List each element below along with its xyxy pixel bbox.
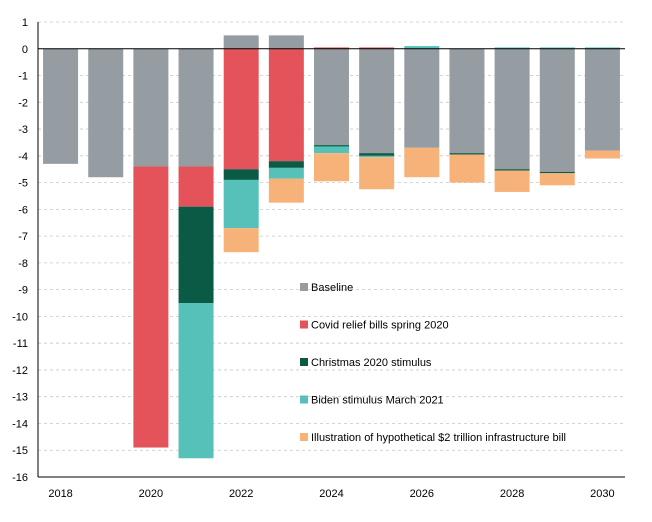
bar [314, 153, 349, 182]
x-tick-label: 2018 [48, 488, 72, 500]
y-tick-label: -11 [13, 338, 28, 350]
bar [494, 47, 530, 49]
x-tick-label: 2030 [590, 488, 614, 500]
legend-label: Illustration of hypothetical $2 trillion… [311, 432, 566, 444]
x-tick-label: 2026 [410, 488, 434, 500]
bar [584, 48, 620, 151]
y-tick-label: -16 [12, 472, 28, 484]
bar [494, 170, 530, 192]
bar [268, 167, 304, 179]
bar [359, 47, 395, 49]
bar [268, 35, 304, 49]
bars [43, 35, 620, 459]
bar [449, 153, 485, 155]
bar [539, 47, 575, 49]
y-tick-label: -14 [12, 418, 28, 430]
bar [223, 169, 259, 180]
bar [133, 48, 169, 167]
bar [359, 157, 395, 190]
x-tick-label: 2028 [500, 488, 524, 500]
bar [223, 228, 259, 253]
legend-label: Christmas 2020 stimulus [311, 357, 432, 369]
y-tick-label: -7 [18, 231, 28, 243]
bar [314, 47, 349, 49]
bar [178, 48, 214, 167]
y-tick-label: -3 [18, 124, 28, 136]
legend-swatch [300, 320, 308, 329]
bar [178, 303, 214, 459]
legend-label: Covid relief bills spring 2020 [311, 320, 449, 332]
x-tick-label: 2024 [319, 488, 343, 500]
y-tick-label: -1 [18, 71, 28, 83]
legend: Baseline Covid relief bills spring 2020 Ch… [300, 282, 566, 444]
y-tick-label: 0 [22, 44, 28, 56]
y-tick-label: -2 [18, 97, 28, 109]
bar [539, 48, 575, 172]
bar [88, 48, 124, 178]
legend-swatch [300, 283, 308, 291]
y-tick-label: -4 [18, 151, 28, 163]
y-tick-label: -8 [18, 258, 28, 270]
legend-label: Biden stimulus March 2021 [311, 395, 444, 407]
bar [449, 48, 485, 154]
y-tick-label: -9 [18, 285, 28, 297]
bar [178, 166, 214, 207]
bar [404, 46, 440, 49]
bar [494, 169, 530, 171]
y-tick-label: -12 [12, 365, 28, 377]
bar [539, 173, 575, 186]
bar [223, 179, 259, 229]
y-tick-label: -5 [18, 178, 28, 190]
x-tick-label: 2020 [139, 488, 163, 500]
y-tick-label: 1 [22, 17, 28, 29]
bar [314, 145, 349, 147]
bar [314, 48, 349, 146]
bar [268, 178, 304, 203]
bar [359, 48, 395, 154]
bar [314, 146, 349, 154]
x-tick-label: 2022 [229, 488, 253, 500]
bar [223, 35, 259, 49]
bar [359, 153, 395, 156]
bar [494, 48, 530, 170]
bar [404, 147, 440, 178]
bar [404, 48, 440, 148]
y-tick-label: -6 [18, 204, 28, 216]
bar [359, 155, 395, 158]
bar [268, 161, 304, 168]
bar [178, 206, 214, 304]
y-tick-label: -15 [12, 445, 28, 457]
bar [584, 47, 620, 49]
y-tick-label: -13 [12, 392, 28, 404]
bar [539, 171, 575, 174]
y-tick-label: -10 [12, 311, 28, 323]
legend-swatch [300, 358, 308, 366]
bar [449, 154, 485, 183]
bar [268, 48, 304, 162]
bar [223, 48, 259, 170]
legend-swatch [300, 433, 308, 441]
bar [133, 166, 169, 448]
bar [43, 48, 79, 164]
bar [584, 150, 620, 159]
legend-label: Baseline [311, 282, 353, 294]
legend-swatch [300, 395, 308, 404]
